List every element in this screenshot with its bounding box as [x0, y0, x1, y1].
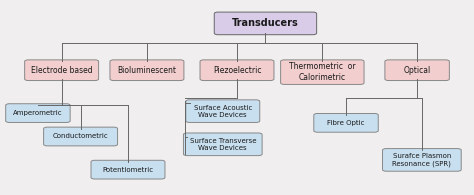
- FancyBboxPatch shape: [44, 127, 118, 146]
- FancyBboxPatch shape: [110, 60, 184, 81]
- Text: Electrode based: Electrode based: [31, 66, 92, 75]
- FancyBboxPatch shape: [214, 12, 317, 35]
- Text: Optical: Optical: [403, 66, 431, 75]
- FancyBboxPatch shape: [6, 104, 70, 122]
- Text: Piezoelectric: Piezoelectric: [213, 66, 261, 75]
- Text: Potentiometric: Potentiometric: [102, 167, 154, 173]
- FancyBboxPatch shape: [183, 133, 262, 156]
- Text: Conductometric: Conductometric: [53, 134, 109, 139]
- Text: Fibre Optic: Fibre Optic: [327, 120, 365, 126]
- Text: Transducers: Transducers: [232, 18, 299, 28]
- Text: Bioluminescent: Bioluminescent: [118, 66, 176, 75]
- Text: Amperometric: Amperometric: [13, 110, 63, 116]
- Text: Surface Acoustic
Wave Devices: Surface Acoustic Wave Devices: [193, 105, 252, 118]
- FancyBboxPatch shape: [186, 100, 260, 122]
- FancyBboxPatch shape: [385, 60, 449, 81]
- Text: Surafce Plasmon
Resonance (SPR): Surafce Plasmon Resonance (SPR): [392, 153, 451, 167]
- FancyBboxPatch shape: [383, 149, 461, 171]
- FancyBboxPatch shape: [314, 113, 378, 132]
- FancyBboxPatch shape: [25, 60, 99, 81]
- Text: Surface Transverse
Wave Devices: Surface Transverse Wave Devices: [190, 138, 256, 151]
- Text: Thermometric  or
Calorimetric: Thermometric or Calorimetric: [289, 62, 356, 82]
- FancyBboxPatch shape: [200, 60, 274, 81]
- FancyBboxPatch shape: [281, 60, 364, 84]
- FancyBboxPatch shape: [91, 160, 165, 179]
